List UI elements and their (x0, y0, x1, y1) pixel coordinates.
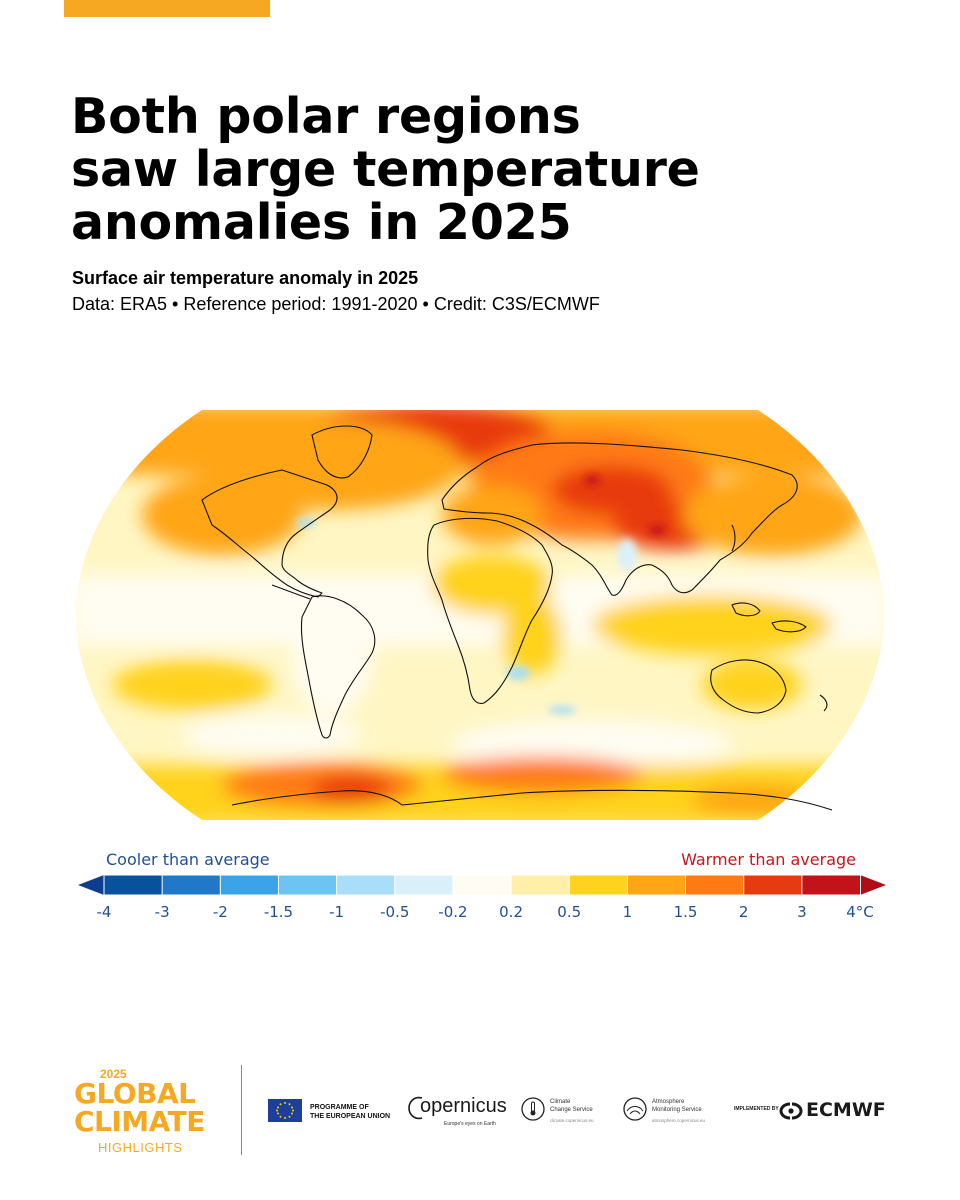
title-line-1: Both polar regions (71, 88, 581, 145)
legend-tick-label: -0.2 (438, 903, 467, 921)
thermometer-globe-icon (521, 1097, 545, 1121)
c3s-url: climate.copernicus.eu (550, 1118, 594, 1123)
legend-tick-label: 4°C (846, 903, 874, 921)
c3s-line-2: Change Service (550, 1107, 593, 1113)
temperature-anomaly-map (76, 410, 884, 820)
legend-tick-label: -1.5 (264, 903, 293, 921)
legend-swatch (452, 874, 513, 896)
cams-line-2: Monitoring Service (652, 1107, 702, 1113)
legend-tick-label: -4 (97, 903, 112, 921)
legend-left-arrow (78, 875, 104, 895)
legend-swatch (336, 874, 396, 896)
legend-tick-label: 1 (623, 903, 633, 921)
legend-tick-label: -3 (155, 903, 170, 921)
legend-tick-label: 1.5 (674, 903, 698, 921)
legend-swatch (685, 874, 745, 896)
accent-bar (64, 0, 270, 17)
legend-bar: -4 -3 -2 -1.5 -1 -0.5 -0.2 0.2 0.5 1 1.5 2 3 4°C (78, 874, 886, 921)
legend-swatch (626, 874, 687, 896)
legend-swatch (277, 874, 338, 896)
legend-swatch (161, 874, 222, 896)
coastlines (201, 425, 833, 811)
copernicus-c-icon (408, 1096, 423, 1120)
legend-swatch (510, 874, 571, 896)
ecmwf-name: ECMWF (806, 1099, 886, 1121)
atmosphere-globe-icon (623, 1097, 647, 1121)
brand-highlights: HIGHLIGHTS (98, 1140, 183, 1155)
data-credit: Data: ERA5 • Reference period: 1991-2020… (72, 294, 600, 314)
eu-line-2: THE EUROPEAN UNION (310, 1113, 391, 1120)
page-title: Both polar regions saw large temperature… (71, 90, 831, 249)
eu-line-1: PROGRAMME OF (310, 1104, 369, 1111)
eu-flag-icon (268, 1099, 302, 1122)
brand-global: GLOBAL (74, 1077, 196, 1110)
c3s-line-1: Climate (550, 1099, 571, 1105)
legend-tick-label: -2 (213, 903, 228, 921)
copernicus-tagline: Europe's eyes on Earth (444, 1121, 496, 1127)
copernicus-name: opernicus (420, 1095, 507, 1117)
legend-tick-label: -0.5 (380, 903, 409, 921)
legend-swatch (743, 874, 803, 896)
title-line-2: saw large temperature (71, 141, 700, 198)
map-subtitle: Surface air temperature anomaly in 2025 (72, 268, 419, 288)
legend-swatch (568, 874, 629, 896)
legend-swatch (103, 874, 164, 896)
footer: 2025 GLOBAL CLIMATE HIGHLIGHTS PROGRAMME… (0, 1060, 960, 1200)
ecmwf-swirl-icon (779, 1102, 803, 1120)
brand-climate: CLIMATE (74, 1105, 205, 1138)
footer-divider (241, 1065, 242, 1155)
eu-programme-text: PROGRAMME OF THE EUROPEAN UNION (310, 1103, 390, 1121)
legend-swatch (801, 874, 861, 896)
anomaly-field (76, 410, 884, 820)
cams-line-1: Atmosphere (652, 1099, 685, 1105)
color-legend: Cooler than average Warmer than average … (70, 845, 890, 935)
title-line-3: anomalies in 2025 (71, 194, 572, 251)
legend-tick-label: -1 (329, 903, 344, 921)
legend-swatch (394, 874, 454, 896)
legend-tick-label: 0.5 (557, 903, 581, 921)
cams-url: atmosphere.copernicus.eu (652, 1118, 706, 1123)
legend-tick-label: 2 (739, 903, 749, 921)
implemented-by-label: IMPLEMENTED BY (734, 1106, 779, 1112)
legend-swatch (219, 874, 280, 896)
legend-right-arrow (860, 875, 886, 895)
legend-tick-label: 0.2 (499, 903, 523, 921)
brand-year: 2025 (100, 1067, 127, 1081)
warmer-label: Warmer than average (681, 850, 856, 869)
cooler-label: Cooler than average (106, 850, 270, 869)
legend-tick-label: 3 (797, 903, 807, 921)
